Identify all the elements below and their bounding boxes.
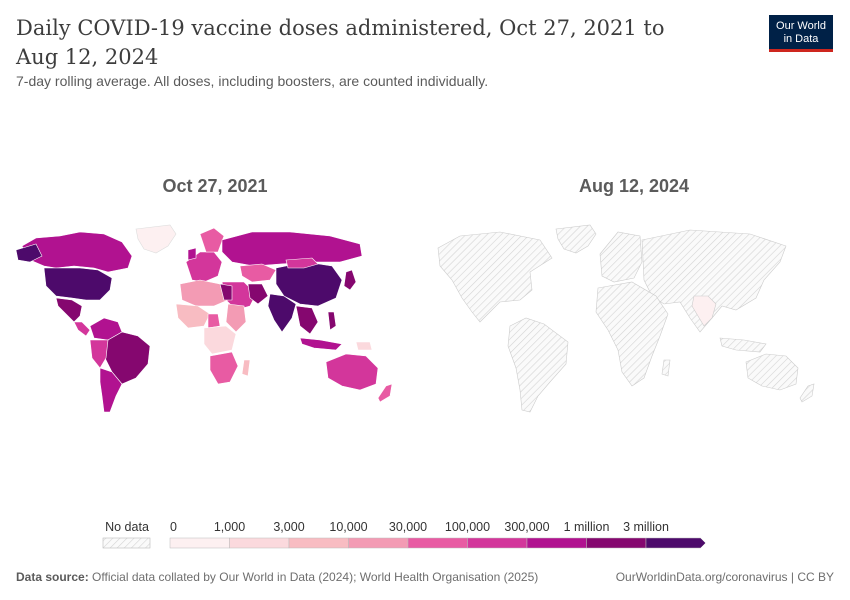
south-america-2024[interactable] (507, 317, 569, 413)
legend-swatch-5[interactable] (467, 537, 528, 549)
iran[interactable] (247, 283, 269, 305)
kazakhstan[interactable] (239, 263, 277, 283)
canada[interactable] (21, 231, 133, 273)
footer: Data source: Official data collated by O… (16, 570, 834, 584)
india-2024[interactable] (691, 295, 717, 327)
map-right-date: Aug 12, 2024 (578, 176, 690, 196)
southeast-asia[interactable] (295, 305, 319, 335)
asia-2024[interactable] (641, 229, 787, 333)
uk[interactable] (187, 247, 197, 261)
world-map-2024 (437, 224, 815, 413)
alaska[interactable] (15, 243, 43, 263)
new-zealand-2024[interactable] (799, 383, 815, 403)
egypt[interactable] (219, 283, 233, 301)
legend-swatch-2[interactable] (288, 537, 349, 549)
source-text: Official data collated by Our World in D… (92, 570, 539, 584)
chart-title: Daily COVID-19 vaccine doses administere… (16, 16, 665, 69)
legend-label-1: 1,000 (214, 520, 245, 534)
india[interactable] (267, 293, 297, 333)
papua-new-guinea[interactable] (355, 341, 373, 351)
central-america[interactable] (73, 321, 91, 337)
logo-line-2: in Data (783, 33, 819, 45)
legend-label-4: 30,000 (389, 520, 427, 534)
peru-bolivia[interactable] (89, 339, 109, 369)
argentina-chile[interactable] (99, 367, 123, 413)
greenland-2024[interactable] (555, 224, 597, 254)
legend-swatch-4[interactable] (407, 537, 468, 549)
legend-label-3: 10,000 (329, 520, 367, 534)
source-label: Data source: (16, 570, 89, 584)
footer-link[interactable]: OurWorldinData.org/coronavirus | CC BY (615, 570, 834, 584)
legend-label-5: 100,000 (445, 520, 490, 534)
legend-label-7: 1 million (564, 520, 610, 534)
australia[interactable] (325, 353, 379, 391)
greenland[interactable] (135, 224, 177, 254)
nigeria[interactable] (207, 313, 221, 329)
mexico[interactable] (55, 297, 83, 323)
russia[interactable] (221, 231, 363, 267)
philippines[interactable] (327, 311, 337, 331)
madagascar[interactable] (241, 359, 251, 377)
chart-subtitle: 7-day rolling average. All doses, includ… (16, 73, 489, 89)
legend-swatch-1[interactable] (229, 537, 290, 549)
legend-label-6: 300,000 (504, 520, 549, 534)
map-left-date: Oct 27, 2021 (162, 176, 268, 196)
australia-2024[interactable] (745, 353, 799, 391)
legend-swatch-3[interactable] (348, 537, 409, 549)
no-data-swatch[interactable] (102, 537, 151, 549)
color-legend: No data 0 1,000 3,000 10,000 30,000 100,000 30… (102, 520, 706, 549)
legend-swatch-6[interactable] (526, 537, 587, 549)
logo-line-1: Our World (776, 20, 826, 32)
mongolia[interactable] (285, 257, 319, 269)
legend-label-8: 3 million (623, 520, 669, 534)
north-america-2024[interactable] (437, 231, 553, 323)
legend-swatch-7[interactable] (586, 537, 647, 549)
central-africa[interactable] (203, 325, 237, 355)
no-data-label: No data (105, 520, 149, 534)
north-africa[interactable] (179, 279, 229, 307)
europe-2024[interactable] (599, 231, 643, 283)
madagascar-2024[interactable] (661, 359, 671, 377)
southern-africa[interactable] (209, 351, 239, 385)
owid-logo[interactable]: Our World in Data (769, 15, 833, 52)
western-europe[interactable] (185, 251, 223, 283)
legend-label-0: 0 (170, 520, 177, 534)
scandinavia[interactable] (199, 227, 225, 253)
usa[interactable] (43, 267, 113, 301)
japan[interactable] (343, 269, 357, 291)
brazil[interactable] (103, 331, 151, 385)
west-africa[interactable] (175, 303, 211, 329)
legend-label-2: 3,000 (273, 520, 304, 534)
new-zealand[interactable] (377, 383, 393, 403)
africa-2024[interactable] (595, 281, 669, 387)
legend-swatch-8[interactable] (645, 537, 706, 549)
east-africa[interactable] (225, 303, 247, 333)
legend-swatch-0[interactable] (169, 537, 230, 549)
china[interactable] (275, 261, 343, 307)
world-map-2021 (15, 224, 393, 413)
indonesia-2024[interactable] (719, 337, 767, 353)
indonesia[interactable] (299, 337, 343, 351)
